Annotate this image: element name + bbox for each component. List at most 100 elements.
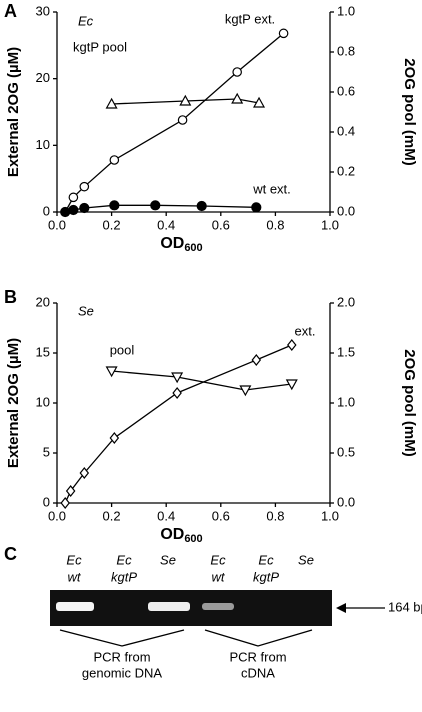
arrow-head	[336, 603, 346, 613]
y-tick-label: 10	[36, 394, 50, 409]
series-line	[111, 98, 260, 105]
x-axis-label: OD600	[160, 235, 202, 254]
gel	[50, 590, 332, 626]
data-point	[171, 372, 184, 384]
data-point	[172, 387, 182, 399]
band-label: 164 bp	[388, 599, 422, 614]
y2-tick-label: 1.0	[337, 394, 355, 409]
x-axis-label-sub: 600	[184, 242, 202, 254]
group-label: genomic DNA	[82, 665, 163, 680]
data-point	[232, 67, 242, 77]
y2-tick-label: 0.4	[337, 123, 355, 138]
organism-label: Se	[78, 303, 94, 318]
panel-label: A	[4, 1, 17, 21]
x-tick-label: 0.4	[157, 217, 175, 232]
y-axis-label: External 2OG (µM)	[5, 47, 22, 177]
lane-species: Ec	[210, 552, 226, 567]
y2-tick-label: 0.0	[337, 494, 355, 509]
series-line	[65, 204, 257, 213]
x-tick-label: 1.0	[321, 217, 339, 232]
x-axis-label-sub: 600	[184, 533, 202, 545]
data-point	[251, 354, 262, 366]
data-point	[150, 200, 161, 211]
y-tick-label: 0	[43, 203, 50, 218]
group-label: cDNA	[241, 665, 275, 680]
data-point	[177, 115, 188, 125]
y-tick-label: 20	[36, 294, 50, 309]
x-tick-label: 0.0	[48, 217, 66, 232]
group-label: PCR from	[229, 649, 286, 664]
series-line	[64, 32, 285, 213]
x-tick-label: 1.0	[321, 508, 339, 523]
series-line	[111, 370, 292, 391]
axis-frame	[56, 12, 331, 213]
data-point	[65, 485, 76, 497]
data-point	[105, 97, 118, 109]
y-tick-label: 0	[43, 494, 50, 509]
panel-label: C	[4, 544, 17, 564]
bracket	[59, 629, 185, 647]
y2-tick-label: 0.2	[337, 163, 355, 178]
data-point	[285, 379, 298, 391]
lane-strain: wt	[68, 569, 82, 584]
gel-band	[56, 602, 94, 611]
x-axis-label: OD600	[160, 526, 202, 545]
data-point	[287, 339, 297, 351]
series-label: ext.	[295, 323, 316, 338]
lane-species: Se	[298, 552, 314, 567]
y-tick-label: 20	[36, 70, 50, 85]
series-label: wt ext.	[252, 181, 291, 196]
data-point	[251, 202, 262, 213]
y2-tick-label: 1.5	[337, 344, 355, 359]
y2-tick-label: 0.8	[337, 43, 355, 58]
data-point	[105, 366, 118, 378]
y-tick-label: 10	[36, 137, 50, 152]
x-tick-label: 0.0	[48, 508, 66, 523]
data-point	[79, 202, 90, 214]
x-tick-label: 0.8	[266, 217, 284, 232]
series-label: pool	[110, 342, 135, 357]
gel-band	[202, 603, 234, 610]
panel-label: B	[4, 287, 17, 307]
lane-species: Ec	[258, 552, 274, 567]
y-axis-label: External 2OG (µM)	[5, 338, 22, 468]
data-point	[196, 200, 207, 212]
data-point	[278, 28, 289, 39]
data-point	[179, 94, 192, 106]
lane-species: Ec	[66, 552, 82, 567]
data-point	[60, 497, 70, 509]
y2-tick-label: 0.0	[337, 203, 355, 218]
y2-axis-label: 2OG pool (mM)	[401, 58, 418, 166]
group-label: PCR from	[93, 649, 150, 664]
lane-strain: wt	[212, 569, 226, 584]
lane-species: Se	[160, 552, 176, 567]
series-line	[64, 344, 293, 504]
data-point	[79, 467, 90, 479]
x-tick-label: 0.2	[103, 508, 121, 523]
y2-tick-label: 1.0	[337, 3, 355, 18]
axis-frame	[56, 303, 331, 504]
y-tick-label: 5	[43, 444, 50, 459]
y-tick-label: 30	[36, 3, 50, 18]
y2-tick-label: 0.5	[337, 444, 355, 459]
x-tick-label: 0.4	[157, 508, 175, 523]
organism-label: Ec	[78, 13, 94, 28]
x-tick-label: 0.2	[103, 217, 121, 232]
bracket	[204, 629, 313, 647]
data-point	[60, 206, 71, 218]
x-axis-label-main: OD	[160, 526, 184, 543]
lane-strain: kgtP	[253, 569, 279, 584]
lane-species: Ec	[116, 552, 132, 567]
x-tick-label: 0.8	[266, 508, 284, 523]
y-tick-label: 15	[36, 344, 50, 359]
series-label: kgtP pool	[73, 39, 127, 54]
lane-strain: kgtP	[111, 569, 137, 584]
data-point	[68, 192, 79, 203]
data-point	[109, 432, 120, 444]
data-point	[253, 96, 266, 108]
x-tick-label: 0.6	[212, 508, 230, 523]
y2-tick-label: 2.0	[337, 294, 355, 309]
data-point	[79, 181, 90, 192]
data-point	[109, 200, 120, 211]
gel-band	[148, 602, 190, 611]
